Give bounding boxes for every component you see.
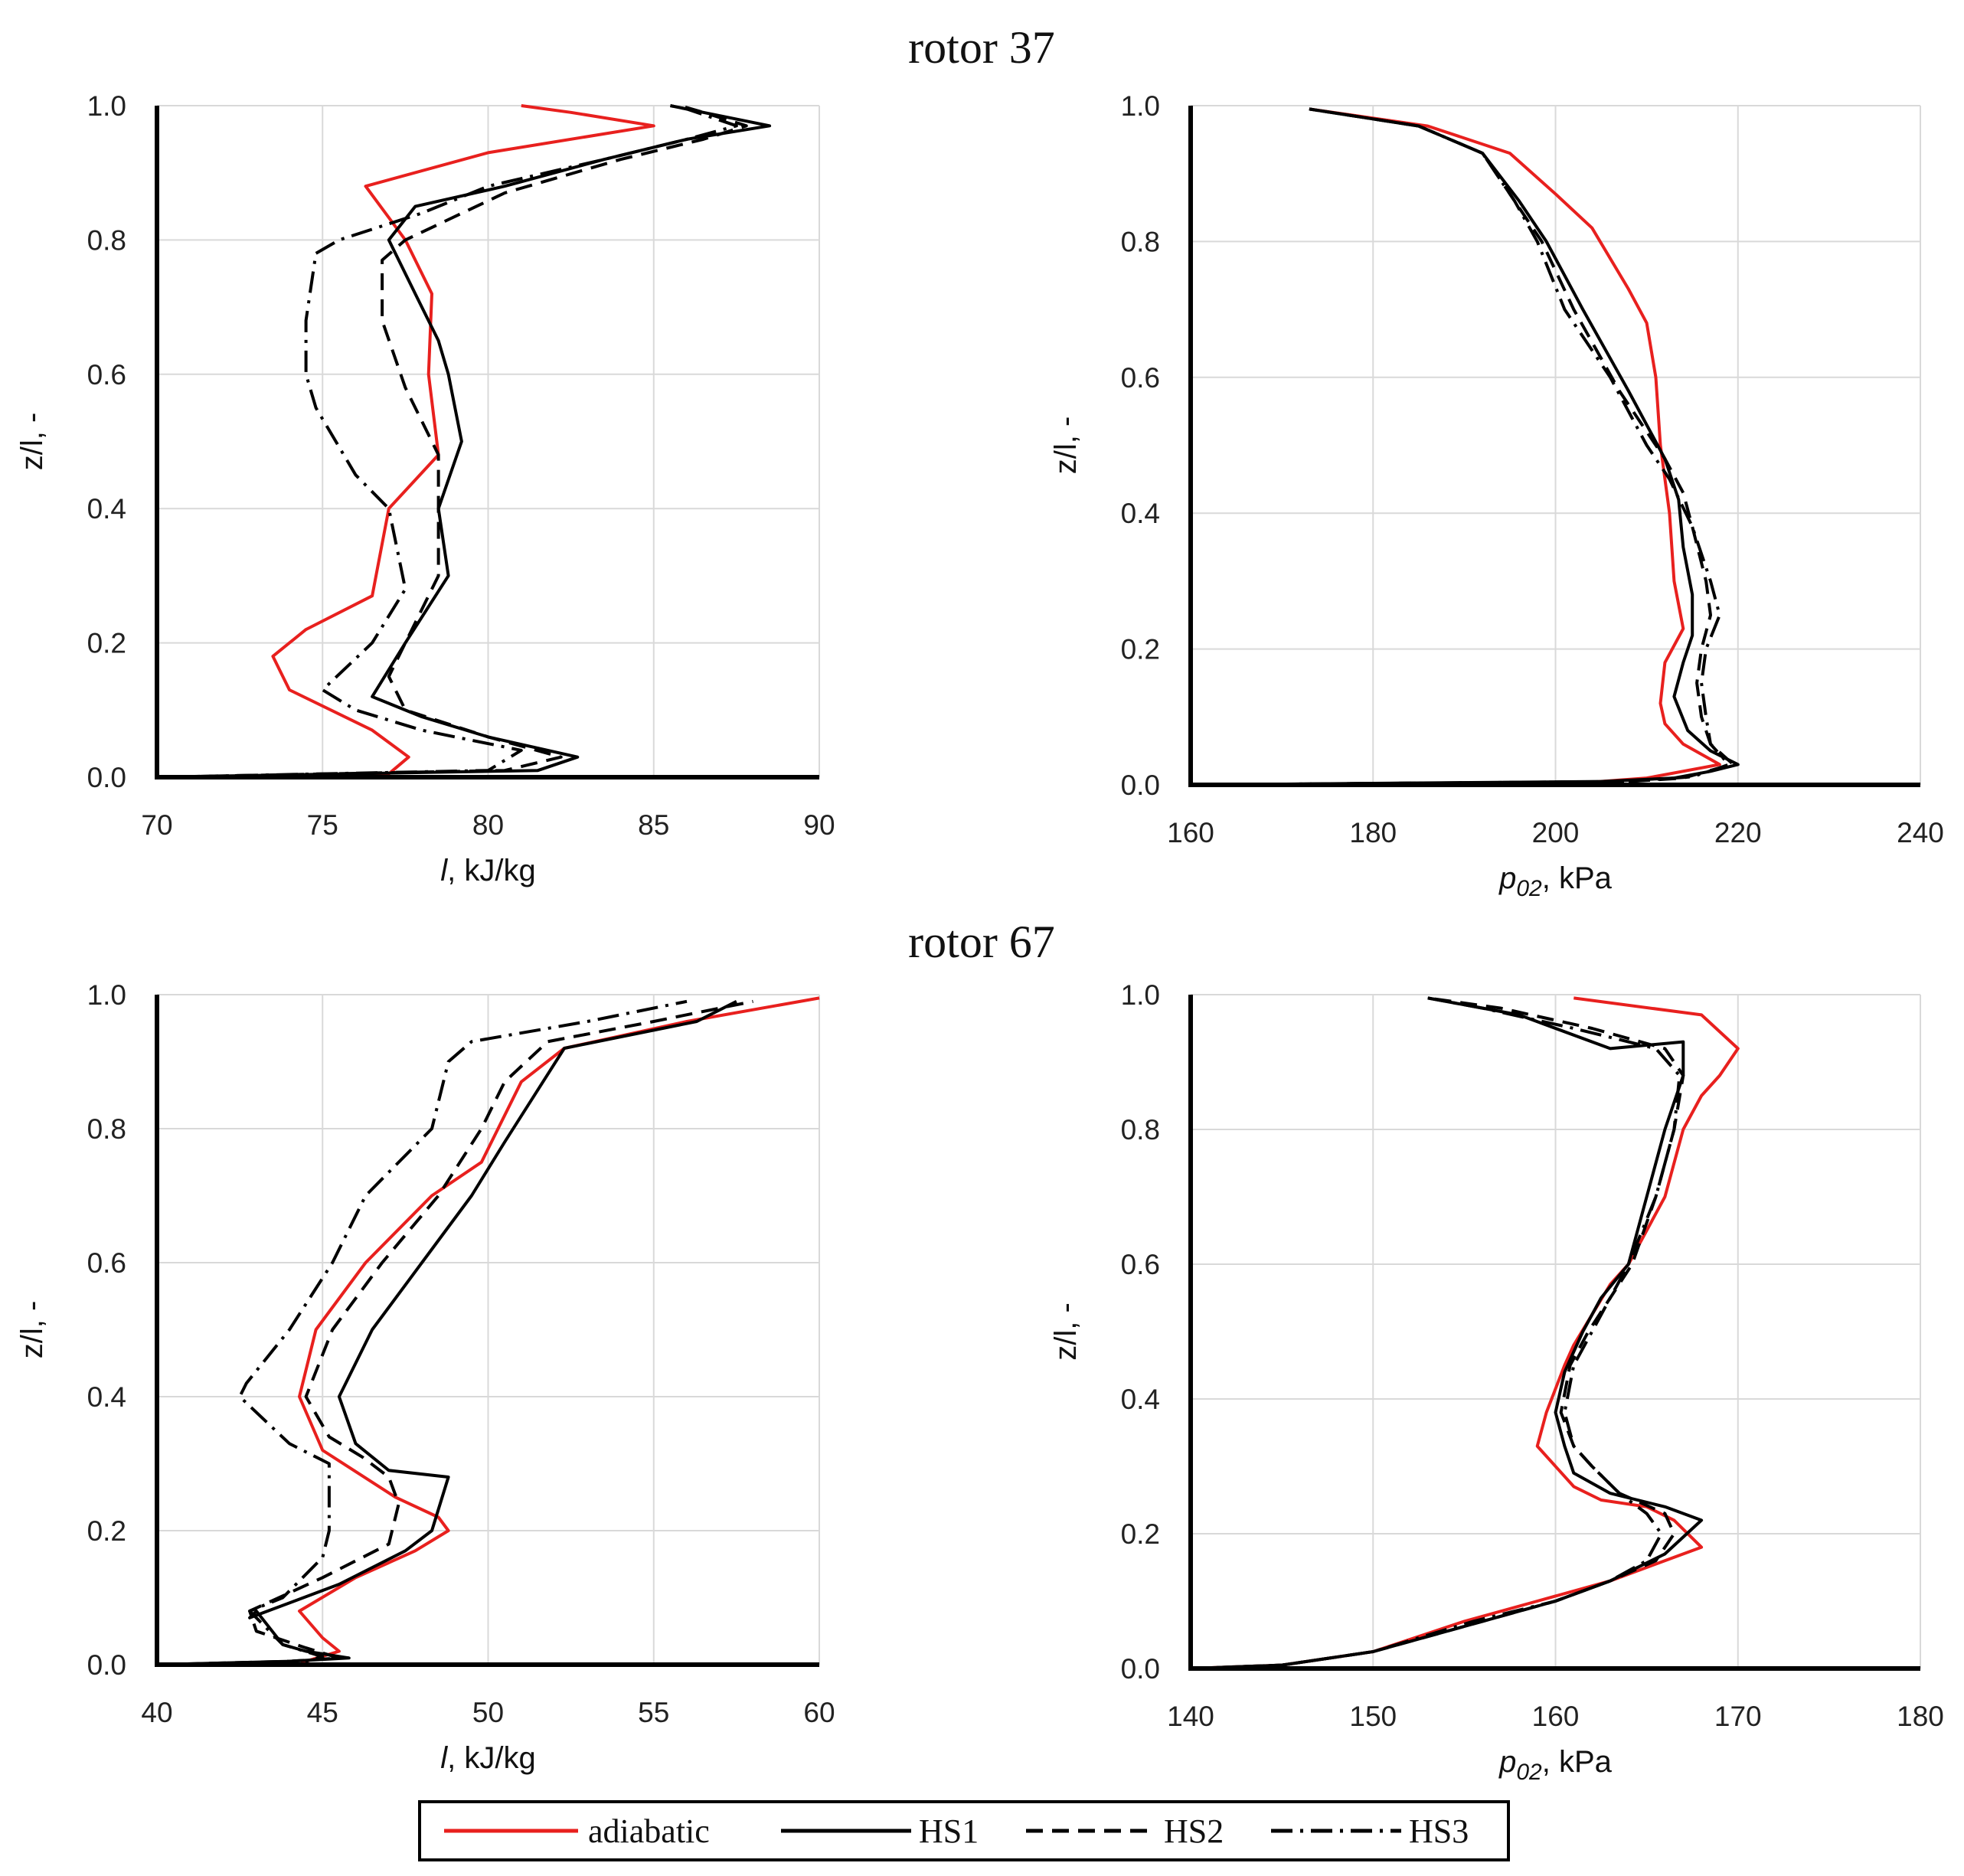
series-line-adiabatic [271, 104, 655, 779]
series-line-hs2 [156, 104, 748, 779]
x-tick-label: 70 [141, 809, 172, 841]
x-axis-label-subscript: 02 [1516, 876, 1542, 901]
y-tick-label: 0.2 [87, 1515, 126, 1547]
x-tick-label: 85 [638, 809, 669, 841]
x-tick-label: 75 [307, 809, 338, 841]
row-title-rotor-37: rotor 37 [908, 22, 1055, 73]
y-axis-label: z/l, - [15, 413, 49, 471]
y-tick-label: 0.8 [87, 224, 126, 256]
x-axis-label-unit: , kPa [1542, 861, 1613, 895]
x-tick-label: 200 [1532, 817, 1580, 848]
x-axis-label-symbol: l [440, 854, 448, 887]
x-tick-label: 180 [1349, 817, 1397, 848]
y-tick-label: 1.0 [1121, 90, 1160, 122]
legend-item-hs3: HS3 [1271, 1812, 1469, 1850]
x-tick-label: 150 [1349, 1701, 1397, 1732]
y-tick-label: 0.0 [87, 762, 126, 793]
x-axis-label: p02, kPa [1498, 1745, 1613, 1785]
chart-rotor67-work: 40 45 50 55 60 0.0 0.2 0.4 0.6 0.8 1.0 z/l, - l, kJ/… [15, 979, 835, 1775]
y-tick-label: 0.2 [1121, 634, 1160, 665]
chart-panels: 70 75 80 85 900.00.20.40.60.81.0z/l, -l, kJ/… [15, 90, 1944, 1785]
y-tick-label: 0.8 [1121, 226, 1160, 257]
x-tick-label: 240 [1897, 817, 1944, 848]
series-line-adiabatic [1309, 107, 1721, 786]
y-tick-label: 0.8 [87, 1113, 126, 1145]
x-tick-label: 140 [1167, 1701, 1214, 1732]
series-line-hs3 [1190, 996, 1681, 1670]
x-axis-label-symbol: p [1498, 1745, 1516, 1779]
y-tick-label: 0.4 [87, 1381, 126, 1413]
x-tick-label: 80 [472, 809, 504, 841]
x-tick-label: 160 [1532, 1701, 1580, 1732]
chart-rotor67-pressure: 140 150 160 170 180 0.0 0.2 0.4 0.6 0.8 1.0 z/l, - p… [1049, 979, 1944, 1785]
x-axis-label-unit: , kPa [1542, 1745, 1613, 1779]
legend-label: HS1 [919, 1812, 979, 1850]
y-tick-label: 0.4 [87, 493, 126, 525]
x-tick-label: 40 [141, 1697, 172, 1728]
y-tick-label: 0.6 [87, 359, 126, 391]
y-tick-label: 0.0 [87, 1649, 126, 1681]
chart-rotor37-work: 70 75 80 85 90 0.0 0.2 0.4 0.6 0.8 1.0 z/l, - l, kJ/… [15, 90, 835, 887]
series-line-hs2 [156, 999, 753, 1666]
legend: adiabatic HS1 HS2 HS3 [418, 1800, 1510, 1861]
row-title-rotor-67: rotor 67 [908, 917, 1055, 967]
y-tick-label: 0.4 [1121, 498, 1160, 529]
y-tick-label: 0.4 [1121, 1384, 1160, 1415]
legend-label: adiabatic [588, 1812, 710, 1850]
series-line-hs3 [1190, 107, 1730, 786]
legend-label: HS2 [1164, 1812, 1224, 1850]
y-tick-label: 0.8 [1121, 1114, 1160, 1146]
y-axis-label: z/l, - [1049, 1302, 1083, 1361]
x-tick-label: 55 [638, 1697, 669, 1728]
x-axis-label-symbol: p [1498, 861, 1516, 895]
y-axis-label: z/l, - [15, 1301, 49, 1359]
x-axis-label-unit: , kJ/kg [447, 1741, 536, 1775]
series-line-adiabatic [1190, 996, 1740, 1670]
y-tick-label: 0.6 [1121, 1249, 1160, 1280]
x-axis-label: l, kJ/kg [440, 854, 535, 887]
y-tick-label: 0.6 [87, 1247, 126, 1279]
x-tick-label: 220 [1714, 817, 1762, 848]
x-tick-label: 60 [803, 1697, 835, 1728]
y-tick-label: 1.0 [1121, 979, 1160, 1011]
x-tick-label: 180 [1897, 1701, 1944, 1732]
x-axis-label: p02, kPa [1498, 861, 1613, 901]
series-line-adiabatic [298, 996, 820, 1666]
x-tick-label: 50 [472, 1697, 504, 1728]
chart-rotor37-pressure: 160 180 200 220 240 0.0 0.2 0.4 0.6 0.8 1.0 z/l, - p… [1049, 90, 1944, 901]
legend-item-hs1: HS1 [781, 1812, 979, 1850]
series-line-hs2 [1190, 107, 1735, 786]
series-line-hs1 [1190, 996, 1704, 1670]
legend-label: HS3 [1409, 1812, 1469, 1850]
series-line-hs1 [156, 104, 772, 779]
x-tick-label: 90 [803, 809, 835, 841]
x-axis-label-unit: , kJ/kg [447, 854, 536, 887]
legend-item-adiabatic: adiabatic [444, 1812, 710, 1850]
y-axis-label: z/l, - [1049, 417, 1083, 475]
x-tick-label: 170 [1714, 1701, 1762, 1732]
x-tick-label: 45 [307, 1697, 338, 1728]
legend-item-hs2: HS2 [1026, 1812, 1224, 1850]
y-tick-label: 0.6 [1121, 362, 1160, 394]
y-tick-label: 0.0 [1121, 1653, 1160, 1685]
x-tick-label: 160 [1167, 817, 1214, 848]
x-axis-label: l, kJ/kg [440, 1741, 535, 1775]
series-line-hs3 [156, 999, 688, 1666]
y-tick-label: 1.0 [87, 90, 126, 122]
x-axis-label-subscript: 02 [1516, 1760, 1542, 1785]
series-line-hs3 [156, 104, 738, 779]
y-tick-label: 1.0 [87, 979, 126, 1011]
series-line-hs2 [1190, 996, 1685, 1670]
y-tick-label: 0.2 [87, 628, 126, 659]
y-tick-label: 0.2 [1121, 1518, 1160, 1550]
x-axis-label-symbol: l [440, 1741, 448, 1775]
y-tick-label: 0.0 [1121, 770, 1160, 801]
series-line-hs1 [156, 1000, 737, 1666]
